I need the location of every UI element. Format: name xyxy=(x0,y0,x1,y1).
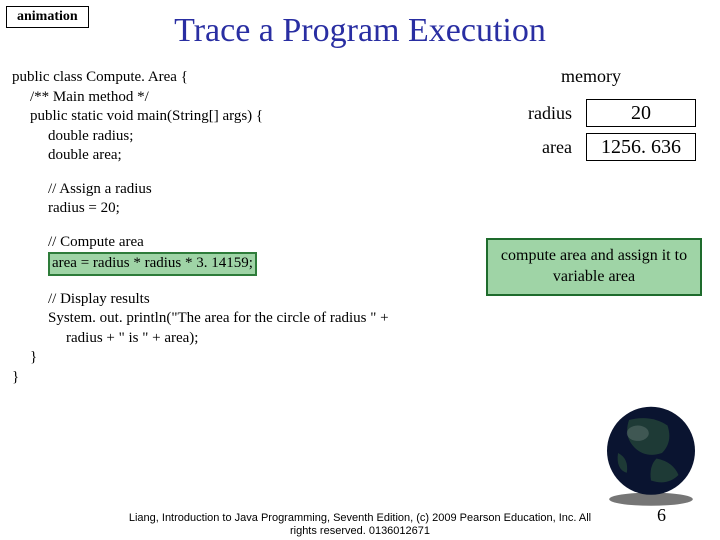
memory-var-value: 20 xyxy=(586,99,696,127)
code-line: public class Compute. Area { xyxy=(12,68,484,88)
code-line: radius = 20; xyxy=(12,199,484,219)
footer-copyright: Liang, Introduction to Java Programming,… xyxy=(0,512,720,538)
animation-label: animation xyxy=(6,6,89,28)
memory-var-name: area xyxy=(502,137,572,158)
memory-header: memory xyxy=(486,66,696,87)
code-line: } xyxy=(12,348,484,368)
code-line: // Assign a radius xyxy=(12,180,484,200)
code-line-highlight: area = radius * radius * 3. 14159; xyxy=(12,252,484,276)
memory-var-value: 1256. 636 xyxy=(586,133,696,161)
code-block: public class Compute. Area { /** Main me… xyxy=(8,64,488,391)
code-line: } xyxy=(12,368,484,388)
highlighted-code: area = radius * radius * 3. 14159; xyxy=(48,252,257,276)
memory-panel: memory radius 20 area 1256. 636 xyxy=(486,66,696,167)
code-line: /** Main method */ xyxy=(12,88,484,108)
code-line: public static void main(String[] args) { xyxy=(12,107,484,127)
memory-var-name: radius xyxy=(502,103,572,124)
code-line: double area; xyxy=(12,146,484,166)
memory-row: area 1256. 636 xyxy=(486,133,696,161)
page-title: Trace a Program Execution xyxy=(0,0,720,60)
code-line: // Display results xyxy=(12,290,484,310)
code-line: double radius; xyxy=(12,127,484,147)
memory-row: radius 20 xyxy=(486,99,696,127)
code-line: radius + " is " + area); xyxy=(12,329,484,349)
footer-line: Liang, Introduction to Java Programming,… xyxy=(129,512,591,524)
code-line: // Compute area xyxy=(12,233,484,253)
slide-number: 6 xyxy=(657,505,666,526)
footer-line: rights reserved. 0136012671 xyxy=(290,525,430,537)
globe-icon xyxy=(596,398,706,508)
callout-box: compute area and assign it to variable a… xyxy=(486,238,702,296)
code-line: System. out. println("The area for the c… xyxy=(12,309,484,329)
